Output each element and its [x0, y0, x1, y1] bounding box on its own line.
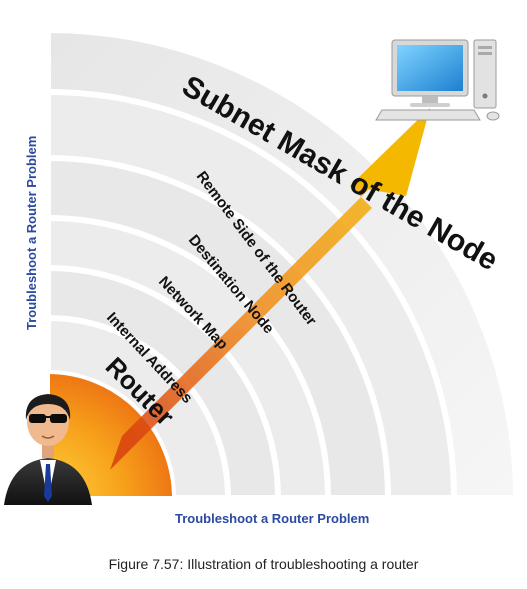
figure-caption: Figure 7.57: Illustration of troubleshoo…	[108, 556, 419, 572]
desktop-computer-icon	[375, 39, 500, 121]
bottom-axis-label: Troubleshoot a Router Problem	[175, 511, 369, 526]
left-axis-label: Troubleshoot a Router Problem	[24, 136, 39, 330]
concentric-rings	[45, 26, 520, 501]
person-with-sunglasses-icon	[4, 394, 92, 505]
diagonal-arrow	[110, 108, 430, 470]
